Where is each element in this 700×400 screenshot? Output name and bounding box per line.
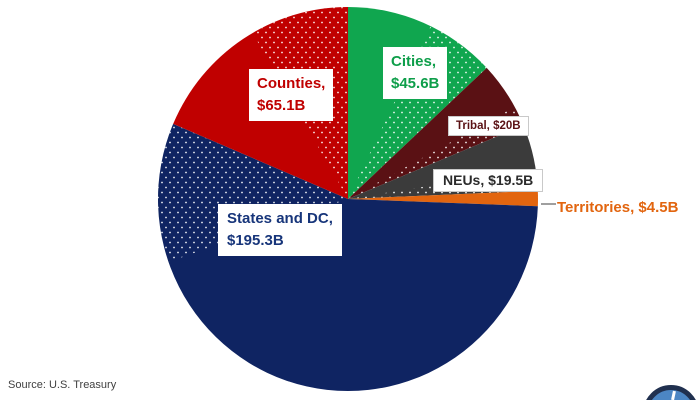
label-cities: Cities, $45.6B bbox=[383, 47, 448, 99]
label-cities-value: $45.6B bbox=[391, 75, 440, 92]
pie-slice-cities-dotted-overlay bbox=[348, 26, 487, 199]
label-states-dc-value: $195.3B bbox=[227, 232, 284, 249]
label-counties-name: Counties, bbox=[257, 75, 326, 92]
source-note: Source: U.S. Treasury bbox=[8, 379, 117, 391]
label-territories: Territories, $4.5B bbox=[557, 195, 678, 221]
label-territories-text: Territories, $4.5B bbox=[557, 199, 679, 216]
pie-slice-states-dc-dotted-overlay bbox=[158, 123, 348, 262]
pie-slice-territories bbox=[348, 190, 538, 207]
pie-slice-tribal bbox=[348, 67, 524, 199]
label-counties-value: $65.1B bbox=[257, 97, 306, 114]
org-logo-detail bbox=[671, 390, 676, 400]
label-neus: NEUs, $19.5B bbox=[433, 169, 544, 192]
label-counties: Counties, $65.1B bbox=[249, 69, 334, 121]
label-cities-name: Cities, bbox=[391, 53, 437, 70]
label-tribal: Tribal, $20B bbox=[448, 116, 529, 136]
label-states-dc-name: States and DC, bbox=[227, 210, 333, 227]
label-states-dc: States and DC, $195.3B bbox=[218, 204, 342, 256]
label-neus-text: NEUs, $19.5B bbox=[443, 172, 534, 188]
label-tribal-text: Tribal, $20B bbox=[456, 120, 521, 132]
